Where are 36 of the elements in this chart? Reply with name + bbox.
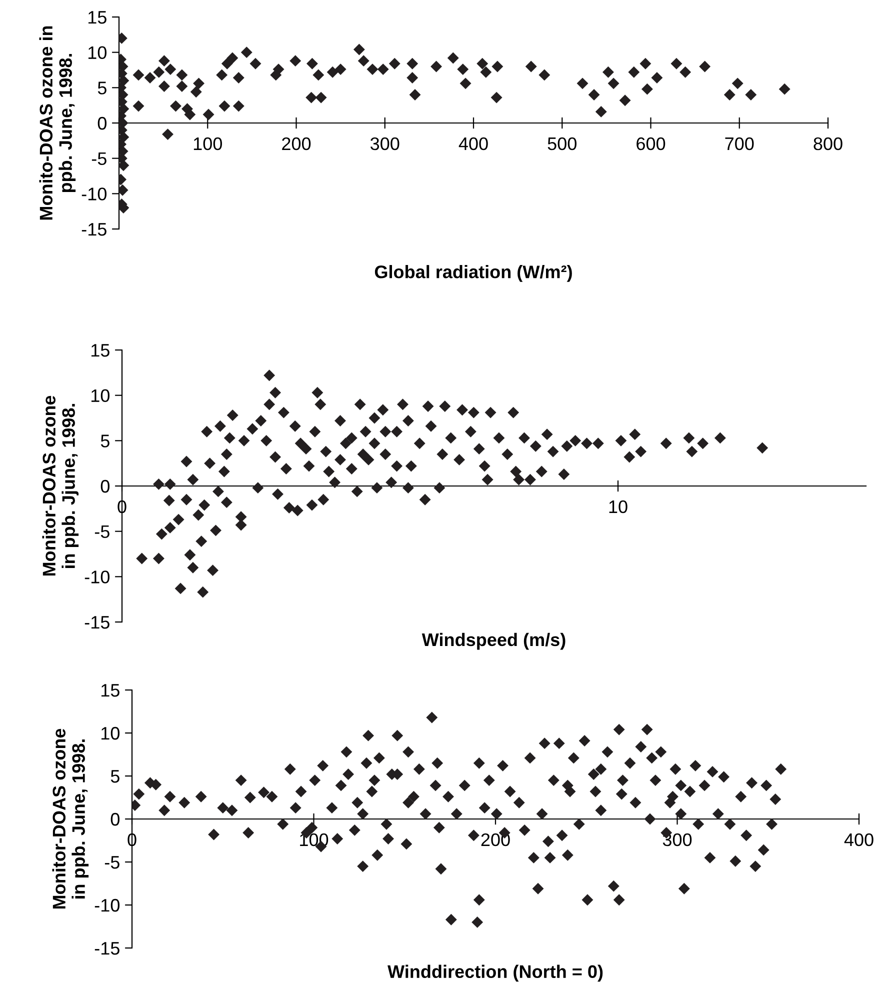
y-tick-label: 15 (91, 344, 110, 357)
y-tick-label: 10 (91, 389, 110, 402)
y-tick-label: 5 (110, 770, 120, 783)
x-tick-label: 300 (370, 137, 400, 150)
y-tick-label: 5 (98, 82, 106, 94)
x-axis-title: Global radiation (W/m²) (374, 265, 572, 282)
y-tick-label: -15 (82, 223, 106, 236)
x-tick-label: 400 (844, 833, 874, 846)
y-tick-label: 15 (101, 684, 120, 697)
x-tick-label: 400 (458, 137, 488, 150)
y-tick-label: -15 (84, 616, 110, 629)
x-tick-label: 700 (725, 137, 754, 150)
y-axis-title: Monitor-DOAS ozone in ppb. June, 1998. (52, 728, 89, 909)
y-axis-title: Monito-DOAS ozone in ppb. June, 1998. (39, 26, 76, 220)
y-tick-label: 0 (100, 480, 110, 493)
x-tick-label: 200 (282, 137, 311, 150)
y-axis-title: Monitor-DOAS ozone in ppb. Jjune, 1998. (42, 396, 79, 576)
x-tick-label: 100 (194, 137, 222, 150)
y-tick-label: -5 (94, 525, 110, 538)
y-tick-label: -10 (84, 570, 110, 584)
y-tick-label: -5 (92, 152, 106, 166)
y-tick-label: -10 (94, 898, 120, 912)
y-tick-label: 0 (98, 116, 106, 130)
x-axis-title: Windspeed (m/s) (422, 632, 566, 650)
x-tick-label: 800 (814, 137, 842, 150)
y-tick-label: 15 (88, 11, 106, 24)
x-axis-title: Winddirection (North = 0) (388, 964, 603, 982)
y-tick-label: -5 (104, 856, 120, 869)
x-tick-label: 500 (548, 137, 576, 150)
y-tick-label: -10 (82, 188, 106, 200)
y-tick-label: 5 (100, 434, 110, 448)
y-tick-label: -15 (94, 942, 120, 955)
y-tick-label: 10 (101, 726, 120, 740)
y-tick-label: 10 (88, 46, 106, 60)
x-tick-label: 600 (636, 137, 666, 150)
y-tick-label: 0 (110, 812, 120, 826)
